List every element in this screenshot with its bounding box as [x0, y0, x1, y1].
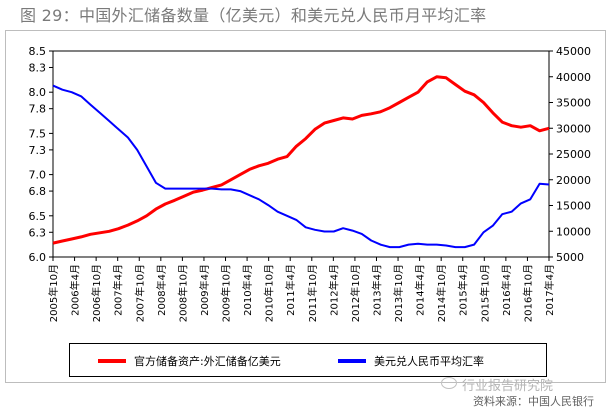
x-tick-label: 2012年10月 — [349, 264, 362, 322]
y-right-tick-label: 30000 — [556, 122, 591, 135]
y-left-tick-label: 6.3 — [29, 226, 47, 239]
y-right-tick-label: 45000 — [556, 45, 591, 58]
x-tick-label: 2007年4月 — [112, 264, 125, 316]
y-right-tick-label: 15000 — [556, 200, 591, 213]
x-tick-label: 2015年10月 — [478, 264, 491, 322]
source-note: 资料来源：中国人民银行 — [473, 395, 594, 408]
x-tick-label: 2009年4月 — [198, 264, 211, 316]
y-left-tick-label: 6.5 — [29, 210, 47, 223]
y-right-tick-label: 40000 — [556, 71, 591, 84]
x-tick-label: 2016年4月 — [500, 264, 513, 316]
y-left-tick-label: 7.8 — [29, 103, 47, 116]
x-tick-label: 2009年10月 — [220, 264, 233, 322]
y-left-tick-label: 7.3 — [29, 144, 47, 157]
x-tick-label: 2012年4月 — [327, 264, 340, 316]
x-tick-label: 2015年4月 — [457, 264, 470, 316]
chart-title: 图 29：中国外汇储备数量（亿美元）和美元兑人民币月平均汇率 — [20, 6, 487, 25]
legend-label-reserves: 官方储备资产:外汇储备亿美元 — [134, 355, 281, 368]
x-tick-label: 2006年4月 — [69, 264, 82, 316]
y-left-tick-label: 6.0 — [29, 251, 47, 264]
x-tick-label: 2008年10月 — [176, 264, 189, 322]
x-tick-label: 2008年4月 — [155, 264, 168, 316]
x-tick-label: 2011年4月 — [284, 264, 297, 316]
x-tick-label: 2005年10月 — [47, 264, 60, 322]
legend-label-rate: 美元兑人民币平均汇率 — [374, 355, 484, 368]
x-tick-label: 2013年4月 — [370, 264, 383, 316]
x-tick-label: 2016年10月 — [521, 264, 534, 322]
legend-swatch-reserves — [98, 359, 126, 363]
y-left-tick-label: 8.0 — [29, 86, 47, 99]
legend-swatch-rate — [338, 359, 366, 363]
y-right-tick-label: 25000 — [556, 148, 591, 161]
y-left-tick-label: 7.5 — [29, 127, 47, 140]
chart-legend: 官方储备资产:外汇储备亿美元 美元兑人民币平均汇率 — [69, 343, 547, 377]
chart-area: 6.0 6.3 6.5 6.8 7.0 7.3 7.5 7.8 8.0 8.3 8.5 5000 100… — [5, 30, 606, 383]
x-tick-label: 2006年10月 — [90, 264, 103, 322]
x-tick-label: 2010年4月 — [241, 264, 254, 316]
x-tick-label: 2014年10月 — [435, 264, 448, 322]
y-left-tick-label: 6.8 — [29, 185, 47, 198]
line-chart: 6.0 6.3 6.5 6.8 7.0 7.3 7.5 7.8 8.0 8.3 8.5 5000 100… — [29, 45, 592, 322]
x-tick-label: 2007年10月 — [133, 264, 146, 322]
x-tick-label: 2014年4月 — [414, 264, 427, 316]
exchange-rate-line — [52, 84, 550, 249]
x-tick-label: 2010年10月 — [263, 264, 276, 322]
y-right-tick-label: 5000 — [556, 251, 584, 264]
y-right-tick-label: 35000 — [556, 97, 591, 110]
wechat-icon — [441, 377, 457, 389]
y-right-tick-label: 10000 — [556, 225, 591, 238]
y-left-tick-label: 7.0 — [29, 169, 47, 182]
y-left-tick-label: 8.5 — [29, 45, 47, 58]
x-tick-label: 2011年10月 — [306, 264, 319, 322]
reserves-line — [52, 75, 550, 245]
y-left-tick-label: 8.3 — [29, 61, 47, 74]
x-tick-label: 2013年10月 — [392, 264, 405, 322]
watermark-text: 行业报告研究院 — [462, 379, 554, 394]
y-right-tick-label: 20000 — [556, 174, 591, 187]
x-tick-label: 2017年4月 — [543, 264, 556, 316]
